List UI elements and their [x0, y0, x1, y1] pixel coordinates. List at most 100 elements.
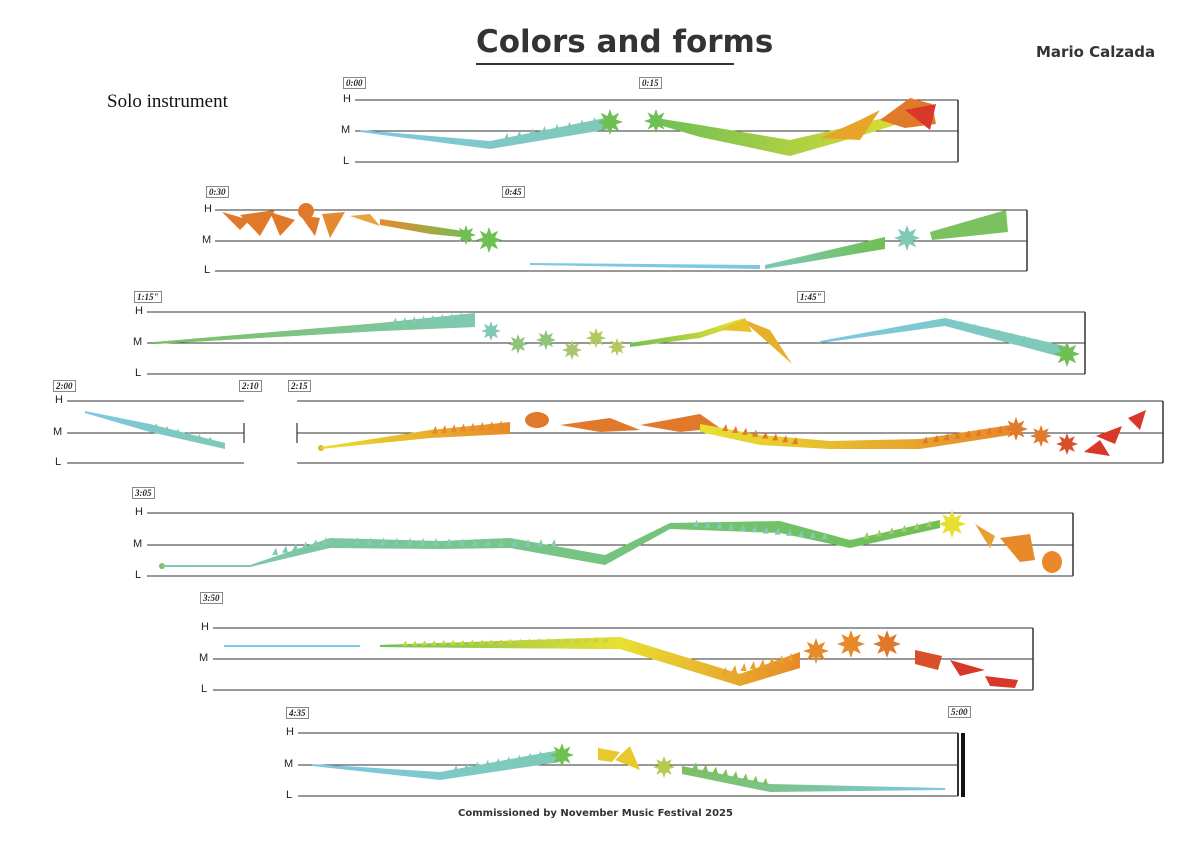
- shard-mark: [950, 660, 985, 676]
- spike-mark: [913, 522, 920, 530]
- time-mark: 0:45: [502, 186, 525, 198]
- final-bar-thin: [957, 733, 959, 796]
- spike-mark: [457, 312, 464, 321]
- gesture-band: [380, 219, 470, 238]
- level-label-low: L: [204, 264, 211, 276]
- shard-mark: [598, 748, 620, 762]
- spike-mark: [740, 663, 747, 671]
- starburst-mark: [586, 328, 606, 348]
- time-mark: 5:00: [948, 706, 971, 718]
- spike-mark: [506, 638, 513, 644]
- starburst-mark: [597, 109, 623, 135]
- time-mark: 2:15: [288, 380, 311, 392]
- level-label-high: H: [55, 394, 63, 406]
- spike-mark: [429, 314, 436, 323]
- spike-mark: [702, 764, 708, 772]
- starburst-mark: [873, 630, 901, 658]
- spike-mark: [516, 638, 523, 644]
- spike-mark: [410, 316, 417, 325]
- spike-mark: [484, 538, 491, 547]
- starburst-mark: [1056, 433, 1078, 455]
- spike-mark: [722, 423, 728, 431]
- spike-mark: [525, 638, 532, 644]
- spike-mark: [797, 530, 804, 538]
- spike-mark: [353, 537, 360, 546]
- spike-mark: [536, 750, 543, 759]
- gesture-band: [656, 106, 930, 156]
- spike-mark: [692, 519, 699, 527]
- spike-mark: [602, 637, 609, 643]
- shard-mark: [1128, 410, 1146, 430]
- level-label-mid: M: [53, 426, 63, 438]
- spike-mark: [762, 777, 768, 785]
- shard-mark: [820, 110, 880, 140]
- level-label-mid: M: [133, 538, 143, 550]
- shard-mark: [300, 215, 320, 236]
- shard-mark: [975, 524, 995, 548]
- spike-mark: [995, 329, 1002, 337]
- spike-mark: [431, 425, 438, 434]
- starburst-mark: [894, 225, 920, 251]
- spike-mark: [792, 437, 798, 445]
- spike-mark: [473, 761, 480, 770]
- gesture-band: [162, 520, 940, 567]
- starburst-mark: [536, 330, 556, 350]
- spike-mark: [540, 126, 547, 135]
- time-mark: 1:15": [134, 291, 162, 303]
- spike-mark: [366, 537, 373, 546]
- spike-mark: [970, 323, 977, 331]
- spike-mark: [553, 123, 560, 132]
- spike-mark: [716, 521, 723, 529]
- shard-mark: [1000, 534, 1035, 562]
- spike-mark: [772, 433, 778, 441]
- spike-mark: [468, 639, 475, 645]
- gesture-band: [620, 637, 800, 686]
- time-mark: 4:35: [286, 707, 309, 719]
- time-mark: 3:50: [200, 592, 223, 604]
- level-label-mid: M: [199, 652, 209, 664]
- spike-mark: [379, 537, 386, 546]
- shard-mark: [720, 318, 752, 332]
- level-label-low: L: [201, 683, 208, 695]
- spike-mark: [483, 759, 490, 768]
- spike-mark: [751, 525, 758, 533]
- spike-mark: [550, 538, 557, 547]
- spike-mark: [564, 637, 571, 643]
- spike-mark: [749, 661, 756, 669]
- staff-lines: [67, 99, 1164, 797]
- spike-mark: [272, 547, 278, 555]
- spike-mark: [692, 762, 698, 770]
- level-label-high: H: [201, 621, 209, 633]
- spike-mark: [526, 752, 533, 761]
- level-label-low: L: [343, 155, 350, 167]
- time-mark: 0:30: [206, 186, 229, 198]
- spike-mark: [932, 434, 939, 442]
- gesture-band: [312, 750, 560, 780]
- level-label-low: L: [135, 569, 142, 581]
- spike-mark: [438, 313, 445, 322]
- spike-mark: [592, 637, 599, 643]
- spike-mark: [875, 529, 882, 537]
- spike-mark: [419, 537, 426, 546]
- gesture-band: [530, 263, 760, 269]
- starburst-mark: [653, 756, 675, 778]
- starburst-mark: [550, 743, 574, 767]
- spike-mark: [888, 527, 895, 535]
- starburst-mark: [837, 630, 865, 658]
- spike-mark: [478, 639, 485, 645]
- spike-mark: [578, 119, 585, 128]
- spike-mark: [782, 435, 788, 443]
- spike-mark: [1020, 335, 1027, 343]
- level-label-high: H: [286, 726, 294, 738]
- spike-mark: [528, 128, 535, 137]
- spike-mark: [590, 117, 597, 126]
- starburst-mark: [456, 225, 476, 245]
- spike-mark: [497, 538, 504, 547]
- starburst-mark: [508, 334, 528, 354]
- spike-mark: [478, 421, 485, 430]
- spike-mark: [497, 639, 504, 645]
- spike-mark: [292, 543, 298, 551]
- spike-mark: [722, 768, 728, 776]
- spike-mark: [986, 427, 993, 435]
- spike-mark: [537, 538, 544, 547]
